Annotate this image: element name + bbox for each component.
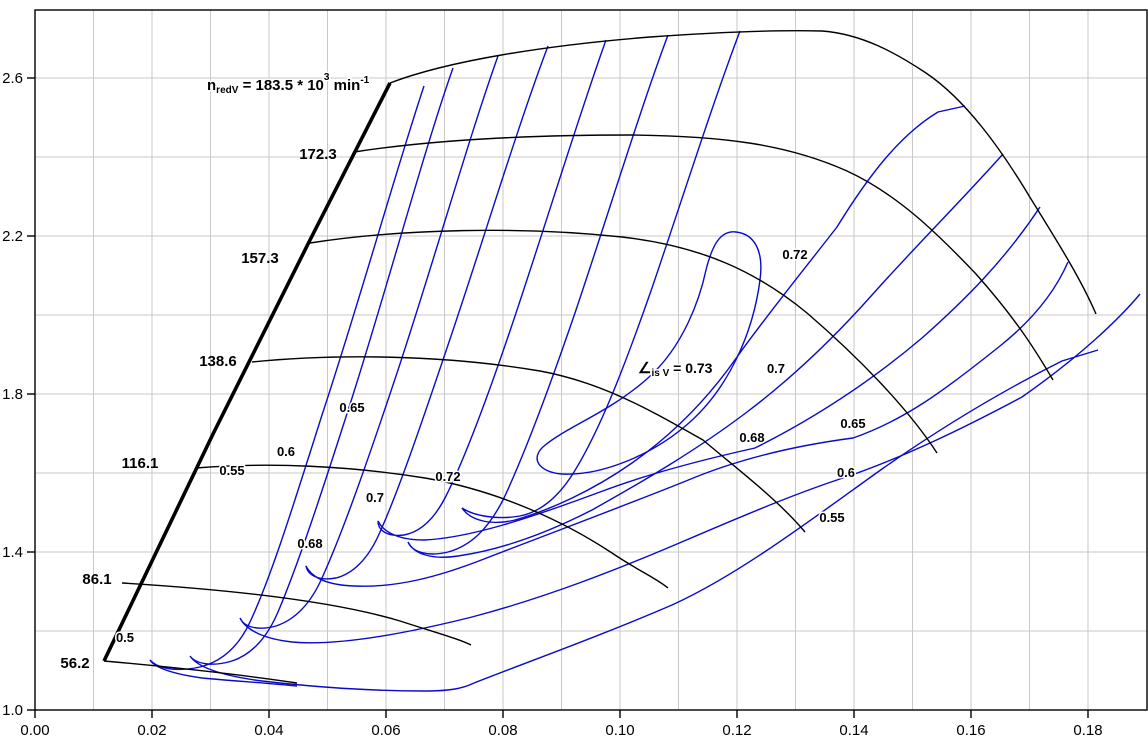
x-axis-tick-label: 0.14 (839, 722, 868, 739)
efficiency-contour-0.72 (461, 30, 966, 524)
efficiency-label-0.65: 0.65 (840, 416, 865, 431)
speed-line-label-172.3: 172.3 (299, 146, 337, 163)
x-axis-tick-label: 0.02 (137, 722, 166, 739)
speed-line-138.6 (251, 356, 806, 533)
speed-line-label-56.2: 56.2 (60, 655, 89, 672)
x-axis-tick-label: 0.08 (488, 722, 517, 739)
efficiency-label-0.6: 0.6 (837, 465, 855, 480)
surge-line (102, 82, 392, 662)
efficiency-contour-0.5 (149, 85, 425, 687)
efficiency-label-0.7: 0.7 (767, 361, 785, 376)
speed-line-116.1 (195, 464, 669, 589)
y-axis-tick-label: 1.0 (2, 702, 23, 719)
efficiency-label-0.55: 0.55 (819, 510, 844, 525)
speed-line-157.3 (309, 229, 938, 454)
x-axis-tick-label: 0.12 (722, 722, 751, 739)
efficiency-label-0.6: 0.6 (277, 444, 295, 459)
efficiency-label-0.7: 0.7 (366, 490, 384, 505)
x-axis-tick-label: 0.04 (254, 722, 283, 739)
x-axis-tick-label: 0.18 (1073, 722, 1102, 739)
x-axis-tick-label: 0.00 (20, 722, 49, 739)
speed-line-label-86.1: 86.1 (82, 571, 111, 588)
efficiency-label-0.68: 0.68 (739, 430, 764, 445)
x-axis-tick-label: 0.10 (605, 722, 634, 739)
speed-line-56.2 (103, 660, 298, 684)
speed-line-172.3 (353, 134, 1054, 381)
speed-line-86.1 (121, 582, 472, 646)
x-axis-tick-label: 0.16 (956, 722, 985, 739)
efficiency-contour-0.68 (377, 39, 1041, 541)
y-axis-tick-label: 1.4 (2, 544, 23, 561)
efficiency-contour-0.65 (305, 45, 1069, 587)
efficiency-label-0.72: 0.72 (435, 469, 460, 484)
efficiency-contour-0.55 (189, 67, 1099, 692)
speed-line-label-138.6: 138.6 (199, 353, 237, 370)
speed-annotation: nredV = 183.5 * 103 min-1 (207, 72, 370, 96)
plot-frame (34, 9, 1148, 711)
y-axis-tick-label: 1.8 (2, 386, 23, 403)
speed-line-183.5 (389, 30, 1097, 315)
y-axis-tick-label: 2.2 (2, 228, 23, 245)
efficiency-annotation: ∠is V = 0.73 (638, 360, 713, 379)
efficiency-label-0.65: 0.65 (339, 400, 364, 415)
efficiency-contour-0.7 (407, 34, 1004, 558)
speed-line-label-157.3: 157.3 (241, 250, 279, 267)
efficiency-label-0.68: 0.68 (297, 536, 322, 551)
efficiency-contour-0.73 (536, 231, 762, 475)
efficiency-label-0.55: 0.55 (219, 463, 244, 478)
efficiency-label-0.5: 0.5 (116, 630, 134, 645)
efficiency-label-0.72: 0.72 (782, 247, 807, 262)
x-axis-tick-label: 0.06 (371, 722, 400, 739)
efficiency-contour-0.6 (239, 55, 1141, 644)
y-axis-tick-label: 2.6 (2, 70, 23, 87)
speed-line-label-116.1: 116.1 (122, 455, 159, 472)
